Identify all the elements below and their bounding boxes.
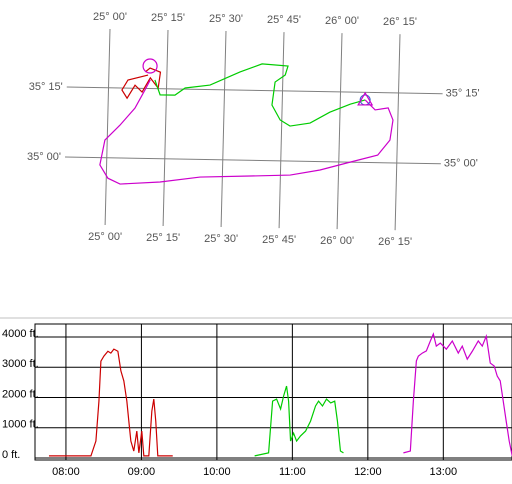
y-tick-label: 3000 ft. [2,358,39,370]
meridian [162,29,169,227]
x-tick-label: 10:00 [203,466,231,478]
meridian [336,33,343,230]
y-tick-label: 0 ft. [2,449,20,461]
flight-track [154,63,366,127]
turnpoint-triangle [357,91,374,106]
altitude-line [48,348,173,457]
longitude-label: 26° 15' [383,16,417,28]
longitude-label: 25° 30' [204,233,238,245]
longitude-label: 26° 00' [320,235,354,247]
meridian [394,34,401,231]
longitude-label: 25° 15' [146,232,180,244]
x-tick-label: 12:00 [354,466,382,478]
parallel [65,156,441,165]
altitude-line [254,385,344,457]
latitude-label: 35° 00' [444,158,478,170]
flight-track [99,79,394,185]
x-tick-label: 09:00 [128,466,156,478]
altitude-plot-frame [34,323,512,461]
longitude-label: 26° 00' [325,15,359,27]
longitude-label: 25° 45' [267,14,301,26]
latitude-label: 35° 00' [27,151,61,163]
y-tick-label: 1000 ft. [2,419,39,431]
latitude-label: 35° 15' [446,88,480,100]
longitude-label: 26° 15' [378,236,412,248]
longitude-label: 25° 15' [151,12,185,24]
longitude-label: 25° 30' [209,13,243,25]
parallel [66,86,443,95]
meridian [278,32,285,229]
longitude-label: 25° 00' [93,11,127,23]
x-tick-label: 08:00 [52,466,80,478]
x-tick-label: 13:00 [430,466,458,478]
longitude-label: 25° 45' [262,234,296,246]
y-tick-label: 2000 ft. [2,388,39,400]
altitude-line [403,332,512,457]
meridian [220,31,227,228]
flight-track [121,67,162,100]
y-tick-label: 4000 ft. [2,328,39,340]
meridian [104,28,111,225]
x-tick-label: 11:00 [279,466,306,478]
latitude-label: 35° 15' [29,81,63,93]
longitude-label: 25° 00' [88,231,122,243]
start-marker [142,58,158,74]
